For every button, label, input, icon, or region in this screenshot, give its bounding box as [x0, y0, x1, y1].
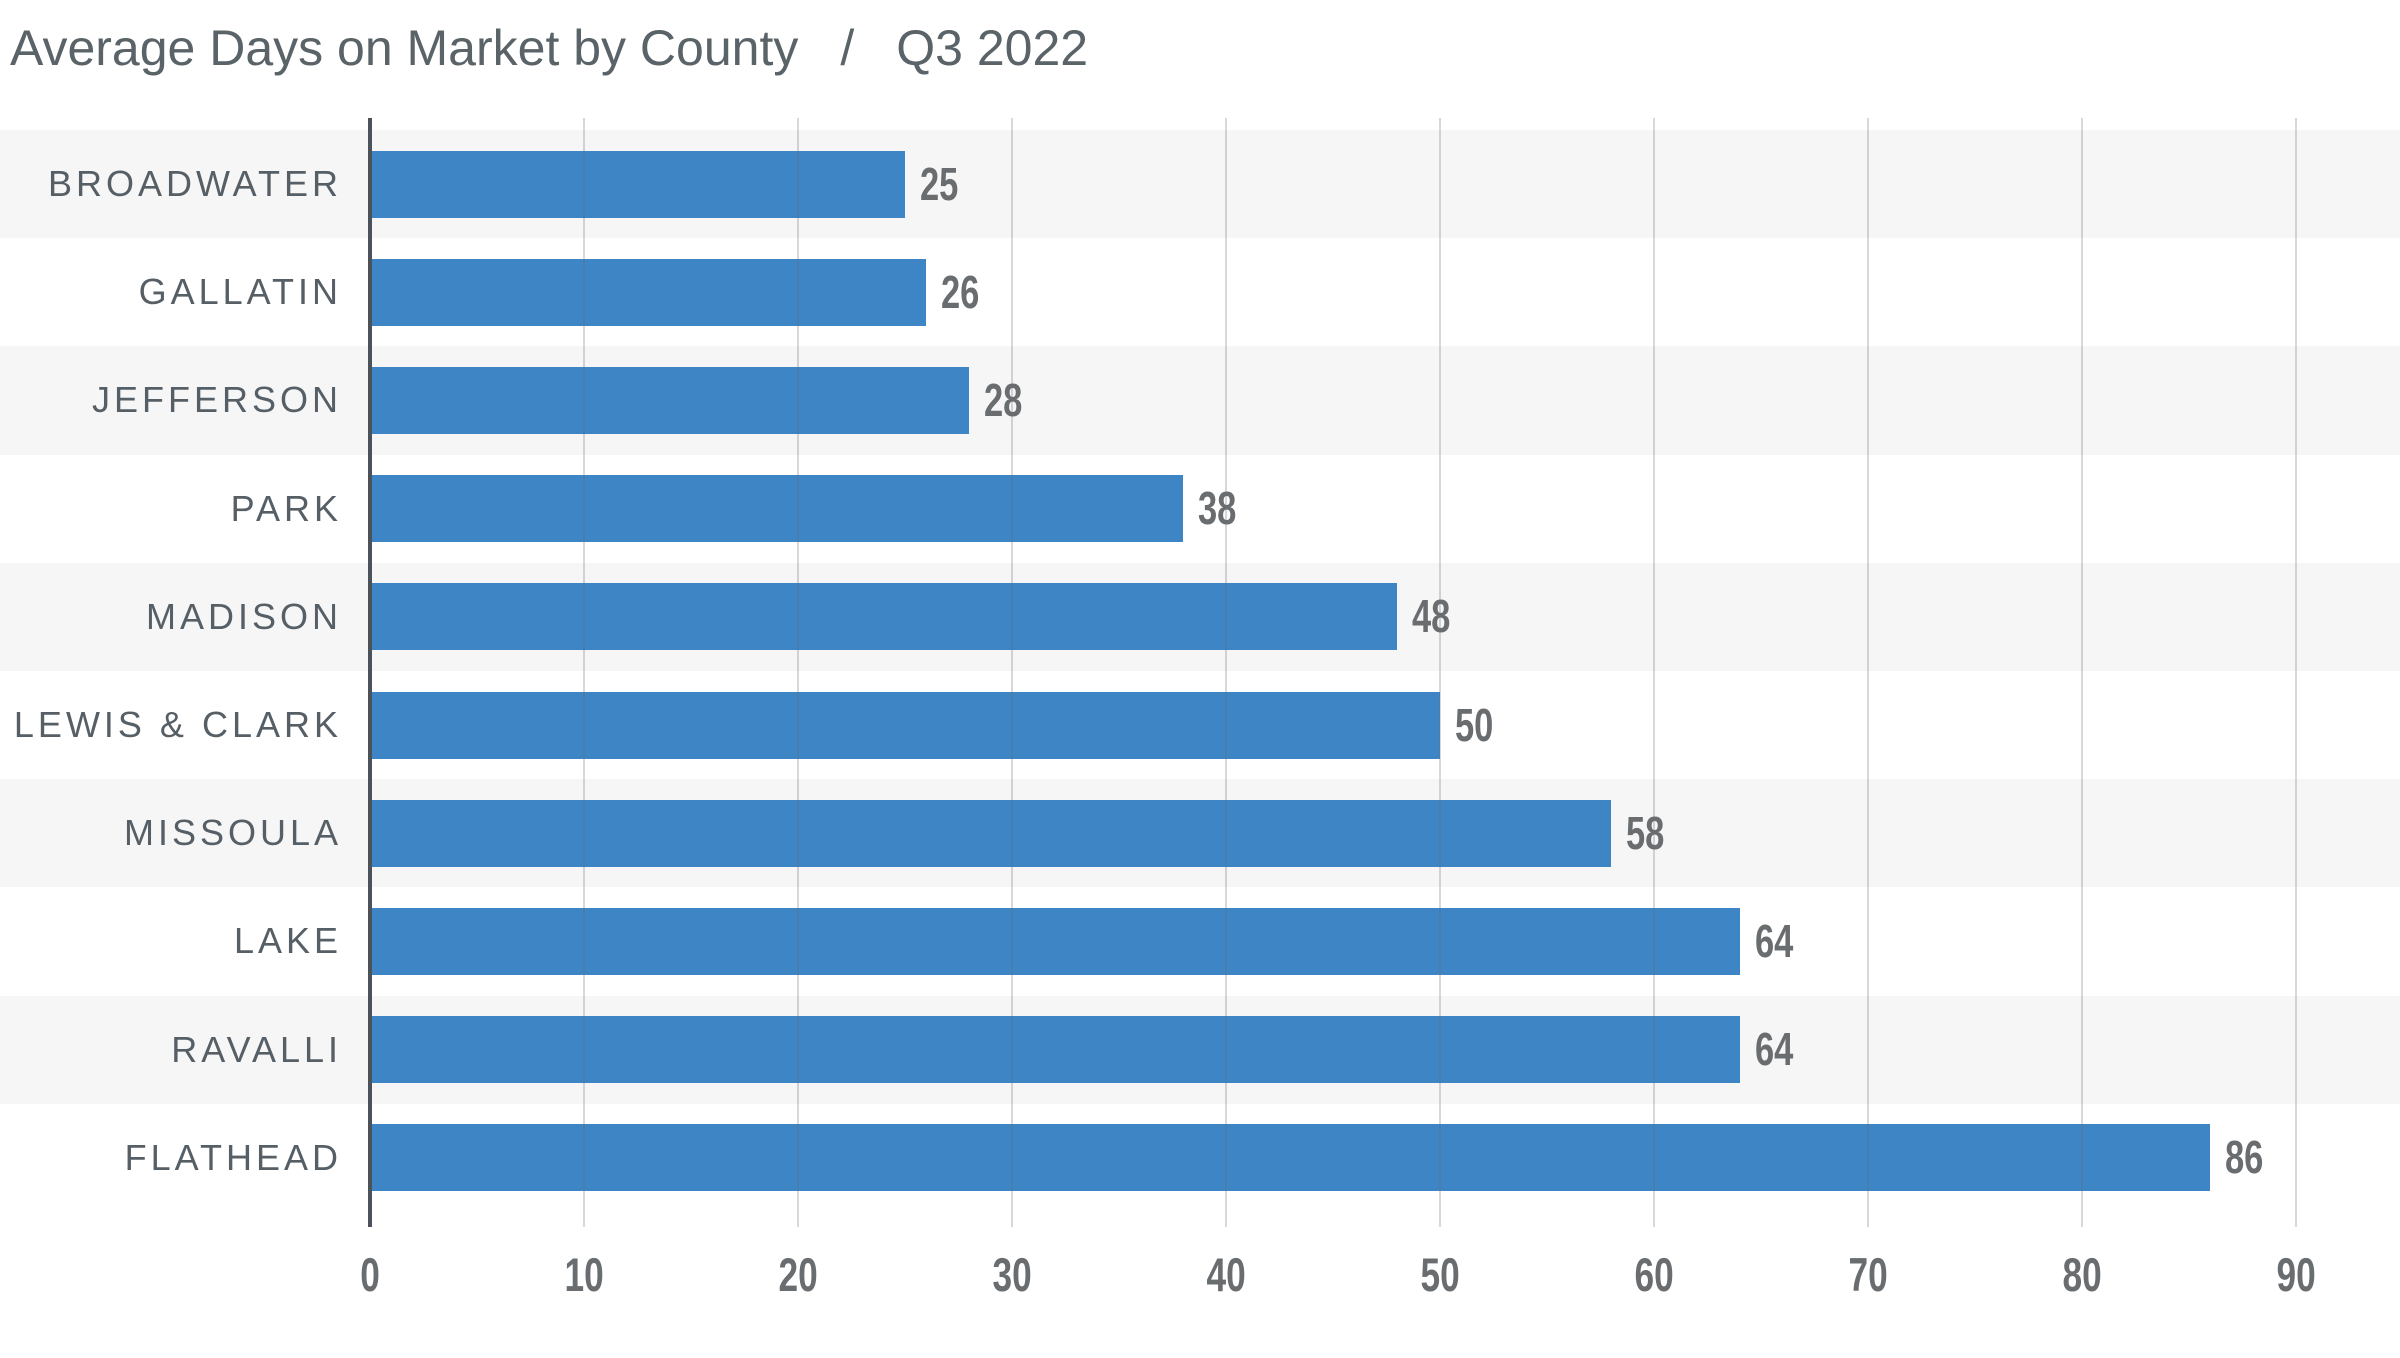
value-label: 26 — [941, 259, 992, 326]
county-label: FLATHEAD — [124, 1136, 342, 1178]
value-label-text: 28 — [984, 374, 1023, 426]
gridline — [583, 118, 585, 1227]
value-label-text: 58 — [1626, 806, 1665, 859]
row-band-shaded — [0, 346, 2400, 455]
value-label-text: 64 — [1754, 915, 1793, 967]
gridline — [1867, 118, 1869, 1227]
value-label-text: 26 — [941, 265, 980, 318]
value-label: 25 — [920, 151, 971, 218]
bar — [370, 258, 927, 326]
gridline — [2295, 118, 2297, 1227]
x-tick-label-text: 30 — [992, 1248, 1032, 1301]
bar — [370, 908, 1740, 975]
x-tick-label: 10 — [524, 1247, 644, 1302]
value-label-text: 50 — [1455, 698, 1494, 751]
chart-title-main: Average Days on Market by County — [10, 20, 799, 76]
x-tick-label-text: 90 — [2276, 1248, 2316, 1301]
bar — [370, 1124, 2211, 1192]
value-label: 48 — [1412, 583, 1463, 650]
x-tick-label: 70 — [1808, 1247, 1928, 1302]
x-tick-label-text: 70 — [1848, 1248, 1888, 1301]
bar — [370, 475, 1184, 543]
county-label: BROADWATER — [47, 163, 342, 204]
gridline — [1225, 118, 1227, 1227]
bar — [370, 691, 1440, 759]
value-label-text: 64 — [1754, 1023, 1793, 1076]
chart-title: Average Days on Market by County / Q3 20… — [10, 18, 1088, 78]
county-label: LAKE — [233, 920, 342, 962]
chart-title-separator: / — [840, 20, 855, 76]
x-tick-label-text: 40 — [1206, 1248, 1246, 1301]
value-label-text: 25 — [920, 157, 959, 210]
x-tick-label-text: 60 — [1634, 1248, 1674, 1301]
row-band-plain — [0, 238, 2400, 347]
value-label: 64 — [1755, 1016, 1806, 1083]
x-tick-label: 30 — [952, 1247, 1072, 1302]
gridline — [797, 118, 799, 1227]
value-label: 64 — [1755, 908, 1806, 975]
x-tick-label: 40 — [1166, 1247, 1286, 1302]
chart-title-period: Q3 2022 — [896, 20, 1089, 76]
county-label: JEFFERSON — [91, 379, 342, 421]
value-label: 58 — [1626, 800, 1677, 867]
x-tick-label-text: 20 — [778, 1248, 818, 1301]
x-tick-label: 60 — [1594, 1247, 1714, 1302]
value-label: 28 — [984, 367, 1035, 434]
x-tick-label: 50 — [1380, 1247, 1500, 1302]
gridline — [2081, 118, 2083, 1227]
x-tick-label: 90 — [2236, 1247, 2356, 1302]
bar — [370, 150, 905, 218]
x-tick-label: 20 — [738, 1247, 858, 1302]
gridline — [1653, 118, 1655, 1227]
bar — [370, 367, 970, 434]
row-band-shaded — [0, 130, 2400, 239]
x-tick-label-text: 10 — [564, 1248, 604, 1301]
value-label: 50 — [1455, 692, 1506, 759]
value-label-text: 86 — [2225, 1131, 2264, 1184]
value-label-text: 48 — [1412, 590, 1451, 643]
x-tick-label: 0 — [310, 1247, 430, 1302]
value-label: 86 — [2225, 1124, 2276, 1191]
x-tick-label: 80 — [2022, 1247, 2142, 1302]
gridline — [1011, 118, 1013, 1227]
county-label: MADISON — [145, 595, 342, 637]
county-label: RAVALLI — [171, 1028, 342, 1070]
x-tick-label-text: 50 — [1420, 1248, 1460, 1301]
value-label-text: 38 — [1198, 482, 1237, 535]
county-label: MISSOULA — [123, 812, 342, 854]
county-label: LEWIS & CLARK — [13, 704, 342, 745]
county-label: PARK — [230, 487, 342, 529]
x-tick-label-text: 0 — [360, 1248, 380, 1301]
value-label: 38 — [1198, 475, 1249, 542]
county-label: GALLATIN — [138, 271, 342, 313]
bar — [370, 583, 1398, 651]
x-tick-label-text: 80 — [2062, 1248, 2102, 1301]
gridline — [1439, 118, 1441, 1227]
bar — [370, 1016, 1740, 1084]
bar — [370, 799, 1612, 867]
y-axis-line — [368, 118, 372, 1227]
